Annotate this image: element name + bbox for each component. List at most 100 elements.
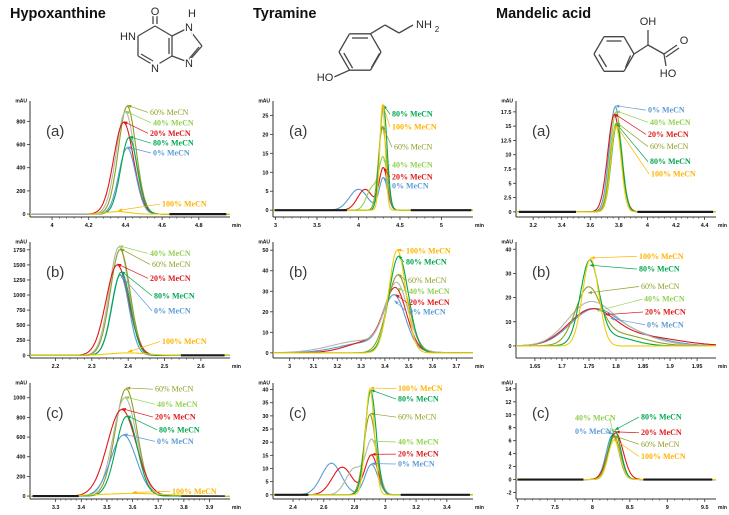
svg-text:60% MeCN: 60% MeCN xyxy=(394,143,433,152)
svg-text:3.2: 3.2 xyxy=(333,364,341,370)
svg-text:1500: 1500 xyxy=(13,263,25,269)
svg-text:4.4: 4.4 xyxy=(122,223,131,229)
svg-text:(c): (c) xyxy=(532,405,550,422)
svg-text:min: min xyxy=(718,223,727,229)
svg-text:0: 0 xyxy=(508,210,511,216)
svg-text:0: 0 xyxy=(22,353,25,359)
svg-text:(c): (c) xyxy=(289,405,307,422)
svg-text:20% MeCN: 20% MeCN xyxy=(150,129,191,138)
svg-text:60% MeCN: 60% MeCN xyxy=(150,108,189,117)
atom-label-o: O xyxy=(151,6,160,18)
svg-text:100% MeCN: 100% MeCN xyxy=(406,247,451,256)
svg-text:min: min xyxy=(475,364,484,370)
svg-text:0% MeCN: 0% MeCN xyxy=(154,306,191,315)
svg-text:0: 0 xyxy=(508,478,511,484)
svg-text:3.1: 3.1 xyxy=(310,364,318,370)
svg-text:500: 500 xyxy=(16,323,25,329)
svg-text:40: 40 xyxy=(262,388,268,394)
svg-text:0% MeCN: 0% MeCN xyxy=(648,106,685,115)
chromatogram-svg: 0 5 10 15 20 25 mAU 3 3.5 4 4.5 5 min 80% MeCN 100% Me… xyxy=(258,99,484,230)
svg-text:(b): (b) xyxy=(289,264,307,281)
svg-text:9.5: 9.5 xyxy=(701,505,709,511)
svg-text:mAU: mAU xyxy=(15,240,27,246)
svg-text:8: 8 xyxy=(591,505,594,511)
svg-text:mAU: mAU xyxy=(258,240,270,246)
svg-text:60% MeCN: 60% MeCN xyxy=(650,142,689,151)
svg-text:0: 0 xyxy=(22,494,25,500)
svg-text:20: 20 xyxy=(262,440,268,446)
svg-text:400: 400 xyxy=(16,455,25,461)
chromatogram-tyramine-b: 0 10 20 30 40 50 mAU 3 3.1 3.2 3.3 3.4 3.5 3.6 3.7 min 1… xyxy=(243,233,486,374)
svg-text:17.5: 17.5 xyxy=(501,110,512,116)
svg-text:0% MeCN: 0% MeCN xyxy=(647,320,684,329)
svg-text:3.7: 3.7 xyxy=(154,505,162,511)
svg-text:40% MeCN: 40% MeCN xyxy=(575,414,616,423)
svg-text:100% MeCN: 100% MeCN xyxy=(398,384,443,393)
svg-text:mAU: mAU xyxy=(15,99,27,105)
svg-text:20% MeCN: 20% MeCN xyxy=(409,298,450,307)
svg-text:50: 50 xyxy=(262,248,268,254)
svg-text:1.95: 1.95 xyxy=(692,364,703,370)
atom-label-o: O xyxy=(680,35,689,47)
svg-text:60% MeCN: 60% MeCN xyxy=(152,260,191,269)
svg-text:1.75: 1.75 xyxy=(584,364,595,370)
svg-text:80% MeCN: 80% MeCN xyxy=(398,395,439,404)
atom-label-ho: HO xyxy=(317,72,334,84)
svg-text:3: 3 xyxy=(288,364,291,370)
svg-text:2.4: 2.4 xyxy=(124,364,133,370)
svg-text:40: 40 xyxy=(262,269,268,275)
svg-text:4.6: 4.6 xyxy=(158,223,166,229)
svg-text:7: 7 xyxy=(516,505,519,511)
svg-text:100% MeCN: 100% MeCN xyxy=(641,452,686,461)
svg-text:min: min xyxy=(232,505,241,511)
chromatogram-tyramine-c: 0 5 10 15 20 25 30 35 40 mAU 2.4 2.6 2.8 3 3.2 3.4 min 10… xyxy=(243,374,486,515)
svg-text:1.7: 1.7 xyxy=(558,364,566,370)
svg-text:4.2: 4.2 xyxy=(672,223,680,229)
svg-text:20% MeCN: 20% MeCN xyxy=(648,130,689,139)
svg-text:0: 0 xyxy=(265,208,268,214)
svg-text:12: 12 xyxy=(505,400,511,406)
atom-label-ho: HO xyxy=(660,68,677,80)
svg-text:5: 5 xyxy=(265,189,268,195)
svg-text:400: 400 xyxy=(16,166,25,172)
svg-text:600: 600 xyxy=(16,143,25,149)
svg-text:60% MeCN: 60% MeCN xyxy=(155,385,194,394)
svg-text:2.6: 2.6 xyxy=(197,364,205,370)
svg-text:15: 15 xyxy=(505,124,511,130)
chromatogram-hypoxanthine-a: 0 200 400 600 800 mAU 4 4.2 4.4 4.6 4.8 min 60% MeCN… xyxy=(0,92,243,233)
chart-grid: 0 200 400 600 800 mAU 4 4.2 4.4 4.6 4.8 min 60% MeCN… xyxy=(0,92,729,515)
svg-text:0: 0 xyxy=(508,344,511,350)
svg-text:6: 6 xyxy=(508,439,511,445)
svg-text:20: 20 xyxy=(505,296,511,302)
svg-text:4: 4 xyxy=(508,452,512,458)
chromatogram-svg: 0 200 400 600 800 mAU 4 4.2 4.4 4.6 4.8 min 60% MeCN… xyxy=(15,99,241,230)
svg-text:10: 10 xyxy=(505,320,511,326)
svg-text:80% MeCN: 80% MeCN xyxy=(153,139,194,148)
svg-text:30: 30 xyxy=(262,289,268,295)
svg-text:min: min xyxy=(475,223,484,229)
chromatogram-mandelic-acid-b: 0 10 20 30 40 mAU 1.65 1.7 1.75 1.8 1.85 1.9 1.95 min… xyxy=(486,233,729,374)
svg-text:12.5: 12.5 xyxy=(501,138,512,144)
svg-text:80% MeCN: 80% MeCN xyxy=(406,258,447,267)
svg-text:15: 15 xyxy=(262,453,268,459)
svg-text:20% MeCN: 20% MeCN xyxy=(392,172,433,181)
chromatogram-mandelic-acid-c: -2 0 2 4 6 8 10 12 14 mAU 7 7.5 8 8.5 9 9.5 min 40% MeCN 0… xyxy=(486,374,729,515)
svg-text:3: 3 xyxy=(384,505,387,511)
svg-text:3.6: 3.6 xyxy=(429,364,437,370)
svg-text:mAU: mAU xyxy=(15,381,27,387)
svg-text:200: 200 xyxy=(16,189,25,195)
svg-text:3.4: 3.4 xyxy=(77,505,86,511)
svg-text:60% MeCN: 60% MeCN xyxy=(408,276,447,285)
svg-text:0% MeCN: 0% MeCN xyxy=(392,182,429,191)
svg-text:1750: 1750 xyxy=(13,248,25,254)
svg-text:100% MeCN: 100% MeCN xyxy=(651,169,696,178)
atom-label-n7: N xyxy=(185,22,193,34)
svg-text:2.2: 2.2 xyxy=(52,364,60,370)
svg-text:200: 200 xyxy=(16,474,25,480)
svg-text:20% MeCN: 20% MeCN xyxy=(645,308,686,317)
svg-text:4.2: 4.2 xyxy=(85,223,93,229)
svg-text:min: min xyxy=(718,505,727,511)
svg-text:0: 0 xyxy=(265,493,268,499)
svg-text:20% MeCN: 20% MeCN xyxy=(641,428,682,437)
